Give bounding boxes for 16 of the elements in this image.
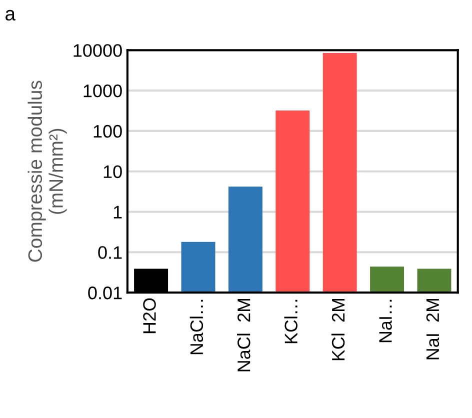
x-tick-label: KCl 2M xyxy=(331,298,345,360)
y-tick-label: 10000 xyxy=(74,44,122,57)
y-tick-label: 0.1 xyxy=(98,246,122,259)
x-tick-label: NaCl… xyxy=(190,300,204,354)
x-tick-label: H2O xyxy=(143,298,156,334)
text: a xyxy=(6,10,16,21)
y-tick-label: 1 xyxy=(114,206,122,218)
x-tick-label: NaI 2M xyxy=(426,298,440,360)
y-tick-label: 1000 xyxy=(84,84,122,98)
y-tick-label: 0.01 xyxy=(88,286,122,300)
x-tick-label: NaCl 2M xyxy=(237,298,250,372)
y-tick-label: 10 xyxy=(104,165,122,178)
y-axis-title: Compressie modulus (mN/mm²) xyxy=(28,80,67,262)
y-tick-label: 100 xyxy=(94,124,122,138)
x-tick-label: NaI… xyxy=(379,300,392,342)
x-tick-label: KCl… xyxy=(284,300,298,344)
